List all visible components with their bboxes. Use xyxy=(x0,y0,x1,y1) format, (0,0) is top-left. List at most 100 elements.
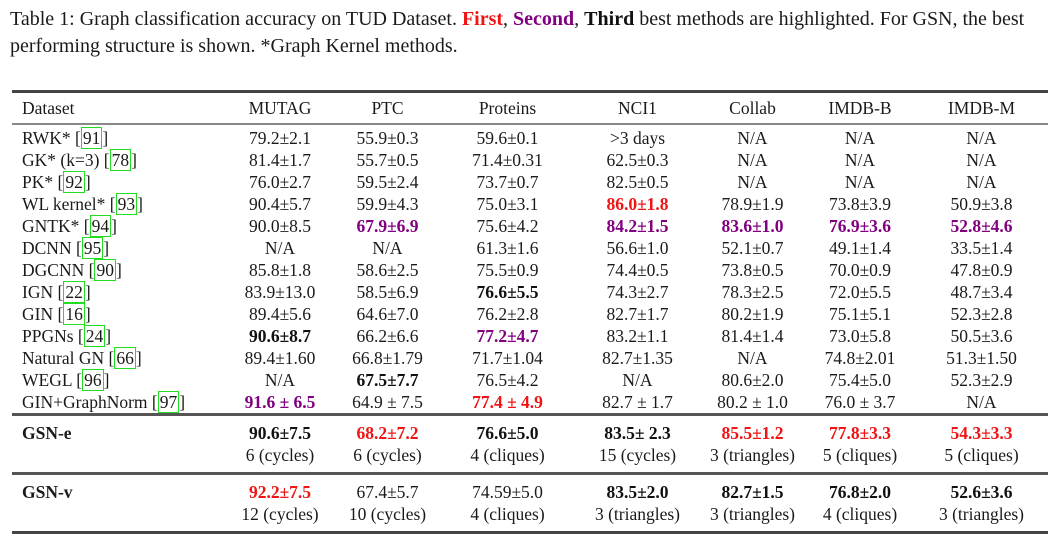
citation-link[interactable]: 95 xyxy=(81,237,104,259)
table-cell: 61.3±1.6 xyxy=(476,238,539,258)
table-cell: 76.0 ± 3.7 xyxy=(824,392,896,412)
citation-link[interactable]: 24 xyxy=(83,325,106,347)
method-label: GIN [ xyxy=(22,304,64,324)
table-cell: 76.6±5.5 xyxy=(476,282,539,302)
method-name: DCNN [95] xyxy=(12,237,225,259)
citation-link[interactable]: 78 xyxy=(109,149,132,171)
table-cell: 83.5±2.0 xyxy=(606,482,669,502)
table-cell: 84.2±1.5 xyxy=(606,216,669,236)
method-label: GNTK* [ xyxy=(22,216,90,236)
structure-cell: 5 (cliques) xyxy=(822,445,898,465)
table-row: GSN-e 90.6±7.5 68.2±7.2 76.6±5.0 83.5± 2.3 85… xyxy=(12,415,1048,445)
table-cell: 74.4±0.5 xyxy=(606,260,669,280)
method-label: WL kernel* [ xyxy=(22,194,116,214)
table-row: GIN [16] 89.4±5.6 64.6±7.0 76.2±2.8 82.7±1.7… xyxy=(12,303,1048,325)
citation-link[interactable]: 16 xyxy=(63,303,85,325)
table-cell: 86.0±1.8 xyxy=(606,194,669,214)
table-cell: 76.6±5.0 xyxy=(476,423,539,443)
table-cell: N/A xyxy=(264,370,296,390)
table-cell: 76.0±2.7 xyxy=(248,172,312,192)
table-cell: 78.3±2.5 xyxy=(721,282,784,302)
structure-cell: 6 (cycles) xyxy=(245,445,315,465)
method-name: PPGNs [24] xyxy=(12,325,225,347)
structure-cell: 10 (cycles) xyxy=(348,504,427,524)
table-cell: 82.7 ± 1.7 xyxy=(602,392,673,412)
table-cell: 75.1±5.1 xyxy=(828,304,892,324)
method-label: WEGL [ xyxy=(22,370,83,390)
structure-row: 12 (cycles) 10 (cycles) 4 (cliques) 3 (tria… xyxy=(12,503,1048,533)
table-cell: 83.5± 2.3 xyxy=(604,423,671,443)
caption-third-label: Third xyxy=(584,8,635,30)
table-cell: 58.6±2.5 xyxy=(356,260,419,280)
header-row: Dataset MUTAG PTC Proteins NCI1 Collab IMDB-B I… xyxy=(12,91,1048,124)
column-header-ptc: PTC xyxy=(371,98,404,118)
column-header-nci1: NCI1 xyxy=(618,98,657,118)
structure-cell: 3 (triangles) xyxy=(709,504,796,524)
citation-link[interactable]: 94 xyxy=(89,215,112,237)
table-cell: 80.2±1.9 xyxy=(721,304,784,324)
gsn-block: GSN-v 92.2±7.5 67.4±5.7 74.59±5.0 83.5±2.0 82… xyxy=(12,473,1048,533)
citation-bracket: ] xyxy=(131,150,137,170)
table-cell: 75.6±4.2 xyxy=(476,216,539,236)
method-name: GNTK* [94] xyxy=(12,215,225,237)
table-row: GK* (k=3) [78] 81.4±1.7 55.7±0.5 71.4±0.31 6… xyxy=(12,149,1048,171)
table-cell: 77.4 ± 4.9 xyxy=(472,392,543,412)
table-cell: N/A xyxy=(372,238,403,258)
baseline-rows: RWK* [91] 79.2±2.1 55.9±0.3 59.6±0.1 >3 days… xyxy=(12,124,1048,415)
table-cell: N/A xyxy=(844,128,876,148)
citation-link[interactable]: 97 xyxy=(157,391,180,413)
table-cell: 73.8±3.9 xyxy=(828,194,892,214)
table-cell: 82.7±1.35 xyxy=(602,348,673,368)
table-cell: 67.4±5.7 xyxy=(356,482,419,502)
table-cell: N/A xyxy=(737,348,768,368)
method-name: GK* (k=3) [78] xyxy=(12,149,225,171)
empty-cell xyxy=(12,503,225,533)
citation-link[interactable]: 22 xyxy=(63,281,85,303)
table-cell: 70.0±0.9 xyxy=(828,260,892,280)
table-cell: 83.2±1.1 xyxy=(606,326,669,346)
citation-link[interactable]: 93 xyxy=(115,193,138,215)
table-cell: 64.9 ± 7.5 xyxy=(352,392,423,412)
table-cell: 85.8±1.8 xyxy=(248,260,312,280)
table-cell: 67.5±7.7 xyxy=(356,370,419,390)
table-cell: 77.2±4.7 xyxy=(476,326,539,346)
table-cell: 47.8±0.9 xyxy=(950,260,1013,280)
table-cell: 50.5±3.6 xyxy=(950,326,1013,346)
method-name: GSN-v xyxy=(22,482,73,502)
table-cell: 83.6±1.0 xyxy=(721,216,784,236)
citation-link[interactable]: 90 xyxy=(94,259,116,281)
table-row: GSN-v 92.2±7.5 67.4±5.7 74.59±5.0 83.5±2.0 82… xyxy=(12,474,1048,504)
table-cell: 76.5±4.2 xyxy=(476,370,539,390)
method-name: Natural GN [66] xyxy=(12,347,225,369)
citation-link[interactable]: 92 xyxy=(63,171,85,193)
table-cell: 72.0±5.5 xyxy=(828,282,892,302)
table-cell: >3 days xyxy=(609,128,666,148)
method-name: DGCNN [90] xyxy=(12,259,225,281)
caption-first-label: First xyxy=(461,8,504,30)
table-cell: 91.6 ± 6.5 xyxy=(244,392,316,412)
citation-link[interactable]: 91 xyxy=(80,127,103,149)
citation-link[interactable]: 66 xyxy=(114,347,136,369)
citation-link[interactable]: 96 xyxy=(82,369,104,391)
table-cell: 83.9±13.0 xyxy=(244,282,316,302)
table-cell: 50.9±3.8 xyxy=(950,194,1013,214)
method-label: DCNN [ xyxy=(22,238,82,258)
method-name: GSN-e xyxy=(22,423,72,443)
structure-cell: 3 (triangles) xyxy=(594,504,681,524)
table-row: DCNN [95] N/A N/A 61.3±1.6 56.6±1.0 52.1±0.7 4… xyxy=(12,237,1048,259)
caption-sep: , xyxy=(574,8,585,30)
table-cell: 80.2 ± 1.0 xyxy=(717,392,788,412)
method-label: GK* (k=3) [ xyxy=(22,150,110,170)
structure-cell: 12 (cycles) xyxy=(241,504,319,524)
table-cell: 90.6±7.5 xyxy=(248,423,312,443)
table-cell: 74.8±2.01 xyxy=(824,348,896,368)
table-cell: 48.7±3.4 xyxy=(950,282,1013,302)
citation-bracket: ] xyxy=(137,194,143,214)
table-row: PK* [92] 76.0±2.7 59.5±2.4 73.7±0.7 82.5±0.5… xyxy=(12,171,1048,193)
table-row: GIN+GraphNorm [97] 91.6 ± 6.5 64.9 ± 7.5 77… xyxy=(12,391,1048,415)
citation-bracket: ] xyxy=(103,238,110,258)
citation-bracket: ] xyxy=(111,216,117,236)
table-cell: 52.3±2.9 xyxy=(950,370,1013,390)
column-header-imdb-m: IMDB-M xyxy=(947,98,1016,118)
table-cell: 71.7±1.04 xyxy=(472,348,543,368)
